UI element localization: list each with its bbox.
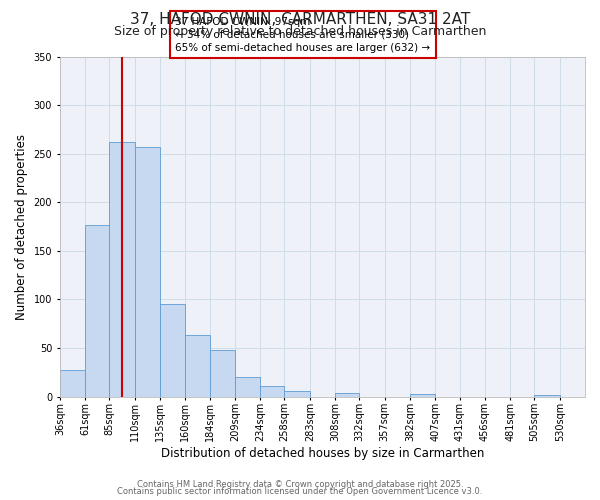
Bar [284, 390, 310, 396]
Bar [260, 386, 284, 396]
X-axis label: Distribution of detached houses by size in Carmarthen: Distribution of detached houses by size … [161, 447, 484, 460]
Bar [235, 377, 260, 396]
Bar [85, 224, 109, 396]
Y-axis label: Number of detached properties: Number of detached properties [15, 134, 28, 320]
Bar [135, 147, 160, 396]
Bar [160, 304, 185, 396]
Text: Contains HM Land Registry data © Crown copyright and database right 2025.: Contains HM Land Registry data © Crown c… [137, 480, 463, 489]
Bar [60, 370, 85, 396]
Text: Size of property relative to detached houses in Carmarthen: Size of property relative to detached ho… [114, 25, 486, 38]
Text: Contains public sector information licensed under the Open Government Licence v3: Contains public sector information licen… [118, 487, 482, 496]
Bar [535, 394, 560, 396]
Bar [410, 394, 435, 396]
Bar [335, 392, 359, 396]
Bar [185, 336, 209, 396]
Bar [209, 350, 235, 397]
Text: 37 HAFOD CWNIN: 97sqm
← 34% of detached houses are smaller (330)
65% of semi-det: 37 HAFOD CWNIN: 97sqm ← 34% of detached … [175, 16, 430, 53]
Text: 37, HAFOD CWNIN, CARMARTHEN, SA31 2AT: 37, HAFOD CWNIN, CARMARTHEN, SA31 2AT [130, 12, 470, 28]
Bar [109, 142, 135, 397]
